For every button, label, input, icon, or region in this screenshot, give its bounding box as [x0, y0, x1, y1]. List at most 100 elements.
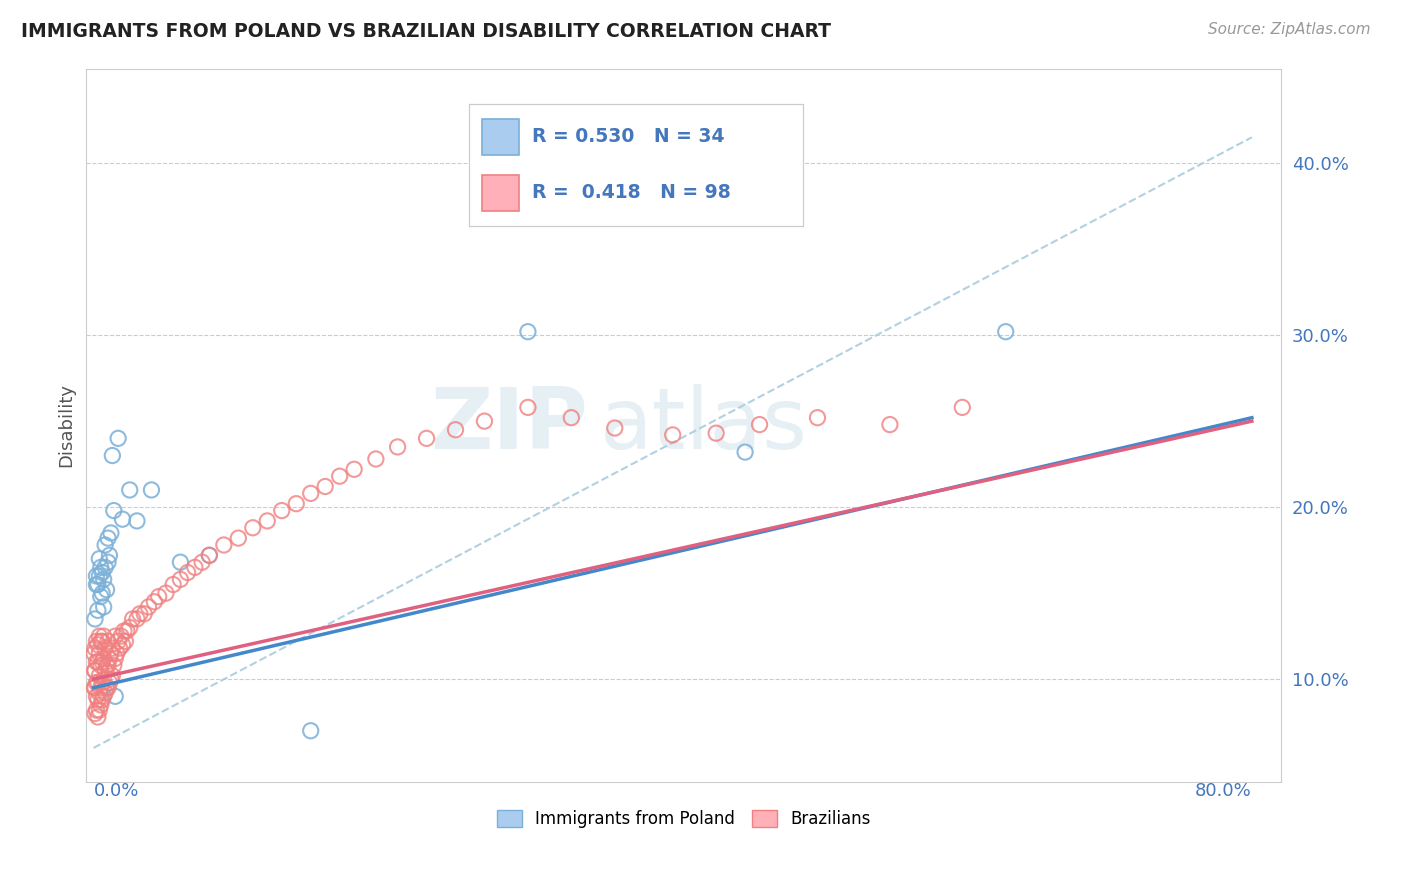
Point: [118, 621, 141, 635]
Point: [98, 651, 121, 665]
Point: [128, 607, 150, 621]
Point: [90, 698, 112, 712]
Point: [87, 577, 110, 591]
Point: [343, 462, 366, 476]
Point: [94, 664, 117, 678]
Point: [111, 638, 134, 652]
Point: [950, 401, 973, 415]
Point: [94, 641, 117, 656]
Point: [100, 646, 122, 660]
Text: 0.0%: 0.0%: [94, 782, 139, 800]
Point: [100, 525, 122, 540]
Point: [90, 634, 112, 648]
Point: [89, 629, 111, 643]
Point: [299, 486, 322, 500]
Point: [364, 452, 387, 467]
Point: [111, 512, 134, 526]
Point: [114, 634, 136, 648]
Point: [83, 646, 105, 660]
Point: [104, 690, 127, 704]
Point: [516, 325, 538, 339]
Point: [86, 569, 108, 583]
Text: atlas: atlas: [600, 384, 808, 467]
Point: [89, 703, 111, 717]
Point: [86, 634, 108, 648]
Point: [84, 612, 107, 626]
Point: [89, 686, 111, 700]
Point: [143, 595, 166, 609]
Point: [101, 669, 124, 683]
Point: [96, 681, 118, 695]
Point: [87, 655, 110, 669]
Point: [91, 693, 114, 707]
Point: [84, 706, 107, 721]
Point: [84, 664, 107, 678]
Point: [103, 503, 125, 517]
Point: [748, 417, 770, 432]
Point: [98, 549, 121, 563]
Point: [176, 566, 198, 580]
Point: [97, 658, 120, 673]
Point: [91, 655, 114, 669]
Point: [107, 634, 129, 648]
Point: [108, 641, 131, 656]
Point: [444, 423, 467, 437]
Point: [141, 483, 163, 497]
Point: [101, 449, 124, 463]
Point: [86, 675, 108, 690]
Point: [118, 483, 141, 497]
Point: [134, 607, 156, 621]
Point: [169, 573, 191, 587]
Point: [285, 497, 308, 511]
Point: [103, 658, 125, 673]
Point: [83, 681, 105, 695]
Legend: Immigrants from Poland, Brazilians: Immigrants from Poland, Brazilians: [491, 803, 877, 835]
Point: [89, 551, 111, 566]
Point: [86, 690, 108, 704]
Point: [107, 431, 129, 445]
Point: [89, 569, 111, 583]
Point: [101, 641, 124, 656]
Point: [314, 479, 336, 493]
Point: [94, 538, 117, 552]
Point: [198, 549, 221, 563]
Point: [97, 531, 120, 545]
Point: [104, 651, 127, 665]
Point: [87, 638, 110, 652]
Point: [474, 414, 496, 428]
Point: [661, 428, 683, 442]
Text: Source: ZipAtlas.com: Source: ZipAtlas.com: [1208, 22, 1371, 37]
Text: 80.0%: 80.0%: [1195, 782, 1251, 800]
Point: [560, 410, 582, 425]
Point: [704, 426, 727, 441]
Point: [91, 586, 114, 600]
Point: [198, 549, 221, 563]
Point: [879, 417, 901, 432]
Point: [299, 723, 322, 738]
Point: [87, 693, 110, 707]
Point: [90, 681, 112, 695]
Point: [112, 624, 135, 638]
Point: [91, 675, 114, 690]
Point: [148, 590, 170, 604]
Point: [87, 603, 110, 617]
Point: [212, 538, 235, 552]
Point: [415, 431, 437, 445]
Point: [87, 675, 110, 690]
Point: [155, 586, 177, 600]
Point: [162, 577, 184, 591]
Point: [93, 672, 115, 686]
Point: [86, 577, 108, 591]
Point: [90, 590, 112, 604]
Point: [603, 421, 626, 435]
Point: [125, 612, 148, 626]
Point: [94, 686, 117, 700]
Point: [86, 655, 108, 669]
Point: [86, 703, 108, 717]
Point: [516, 401, 538, 415]
Point: [100, 672, 122, 686]
Point: [110, 629, 132, 643]
Point: [83, 664, 105, 678]
Point: [94, 560, 117, 574]
Point: [184, 560, 207, 574]
